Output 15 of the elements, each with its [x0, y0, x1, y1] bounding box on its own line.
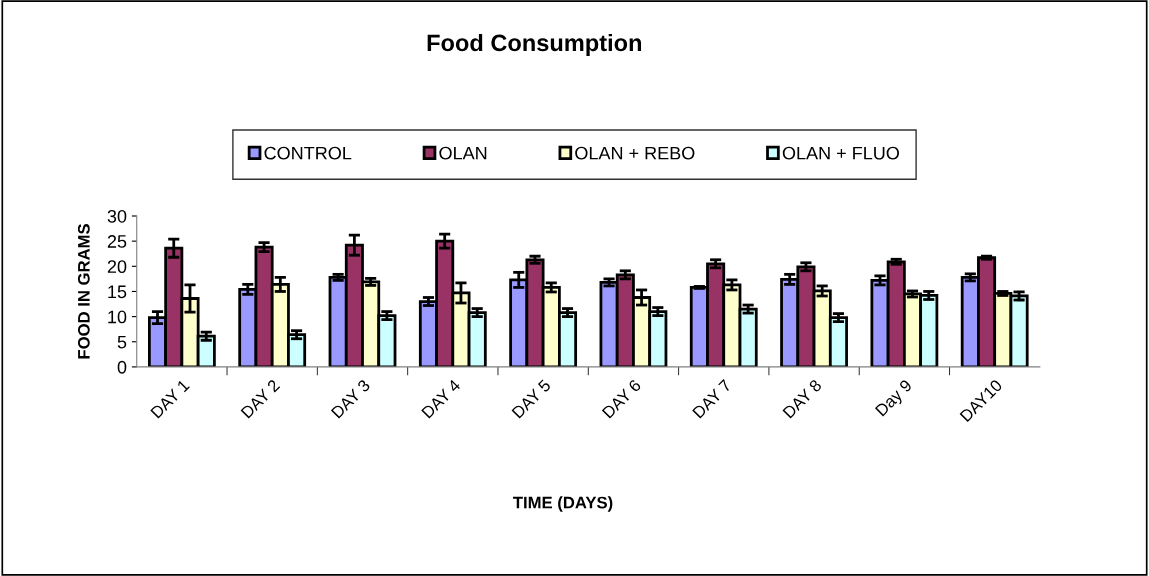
x-axis-title: TIME (DAYS): [513, 496, 613, 512]
y-axis-title: FOOD IN GRAMS: [77, 224, 90, 359]
y-tick-label: 20: [107, 260, 127, 274]
y-tick-label: 25: [107, 235, 127, 248]
y-tick-label: 15: [108, 285, 127, 299]
y-tick-label: 0: [117, 360, 127, 374]
legend-label: OLAN: [439, 146, 487, 160]
legend-label: OLAN + REBO: [575, 146, 695, 160]
legend-label: CONTROL: [264, 146, 352, 160]
y-tick-label: 30: [107, 209, 127, 223]
y-tick-label: 10: [108, 310, 127, 324]
chart-title: Food Consumption: [427, 33, 642, 56]
legend-label: OLAN + FLUO: [782, 146, 899, 160]
y-tick-label: 5: [117, 335, 127, 349]
x-tick-label: Day 9: [874, 378, 915, 419]
